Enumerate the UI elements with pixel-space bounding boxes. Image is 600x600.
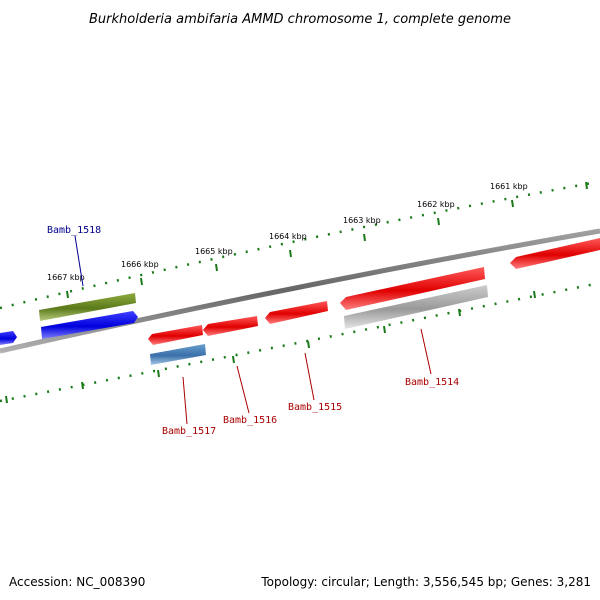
gene-label-bamb-1517[interactable]: Bamb_1517 [162, 426, 216, 437]
gene-label-bamb-1516[interactable]: Bamb_1516 [223, 415, 277, 426]
kbp-label-1662: 1662 kbp [417, 200, 455, 209]
inner-major-ticks [5, 290, 536, 404]
kbp-label-1663: 1663 kbp [343, 216, 381, 225]
gene-label-bamb-1515[interactable]: Bamb_1515 [288, 402, 342, 413]
gene-bamb-1517-lower[interactable] [150, 344, 206, 365]
gene-bamb-1517[interactable] [148, 325, 203, 345]
gene-bamb-1518[interactable] [39, 293, 136, 321]
inner-tick-row [0, 281, 600, 403]
kbp-label-1664: 1664 kbp [269, 232, 307, 241]
gene-labels: Bamb_1518 Bamb_1517 Bamb_1516 Bamb_1515 … [47, 225, 459, 437]
chromosome-backbone [0, 228, 600, 354]
kbp-labels: 1667 kbp 1666 kbp 1665 kbp 1664 kbp 1663… [47, 182, 528, 282]
kbp-label-1667: 1667 kbp [47, 273, 85, 282]
kbp-label-1661: 1661 kbp [490, 182, 528, 191]
gene-gray-under-1514[interactable] [344, 285, 488, 329]
gene-label-bamb-1514[interactable]: Bamb_1514 [405, 377, 459, 388]
label-leaders [74, 235, 432, 425]
kbp-label-1665: 1665 kbp [195, 247, 233, 256]
gene-blue-left[interactable] [0, 331, 17, 345]
kbp-label-1666: 1666 kbp [121, 260, 159, 269]
accession-text: Accession: NC_008390 [9, 575, 145, 589]
map-title: Burkholderia ambifaria AMMD chromosome 1… [89, 12, 511, 27]
gene-red-right[interactable] [510, 238, 600, 269]
gene-bamb-1515[interactable] [265, 301, 328, 324]
gene-bamb-1514[interactable] [340, 267, 485, 310]
gene-blue-forward[interactable] [41, 311, 138, 339]
outer-major-ticks [66, 181, 588, 299]
outer-tick-row [0, 181, 593, 310]
gene-label-bamb-1518[interactable]: Bamb_1518 [47, 225, 101, 236]
gene-bamb-1516[interactable] [203, 316, 258, 336]
topology-summary-text: Topology: circular; Length: 3,556,545 bp… [260, 575, 591, 589]
